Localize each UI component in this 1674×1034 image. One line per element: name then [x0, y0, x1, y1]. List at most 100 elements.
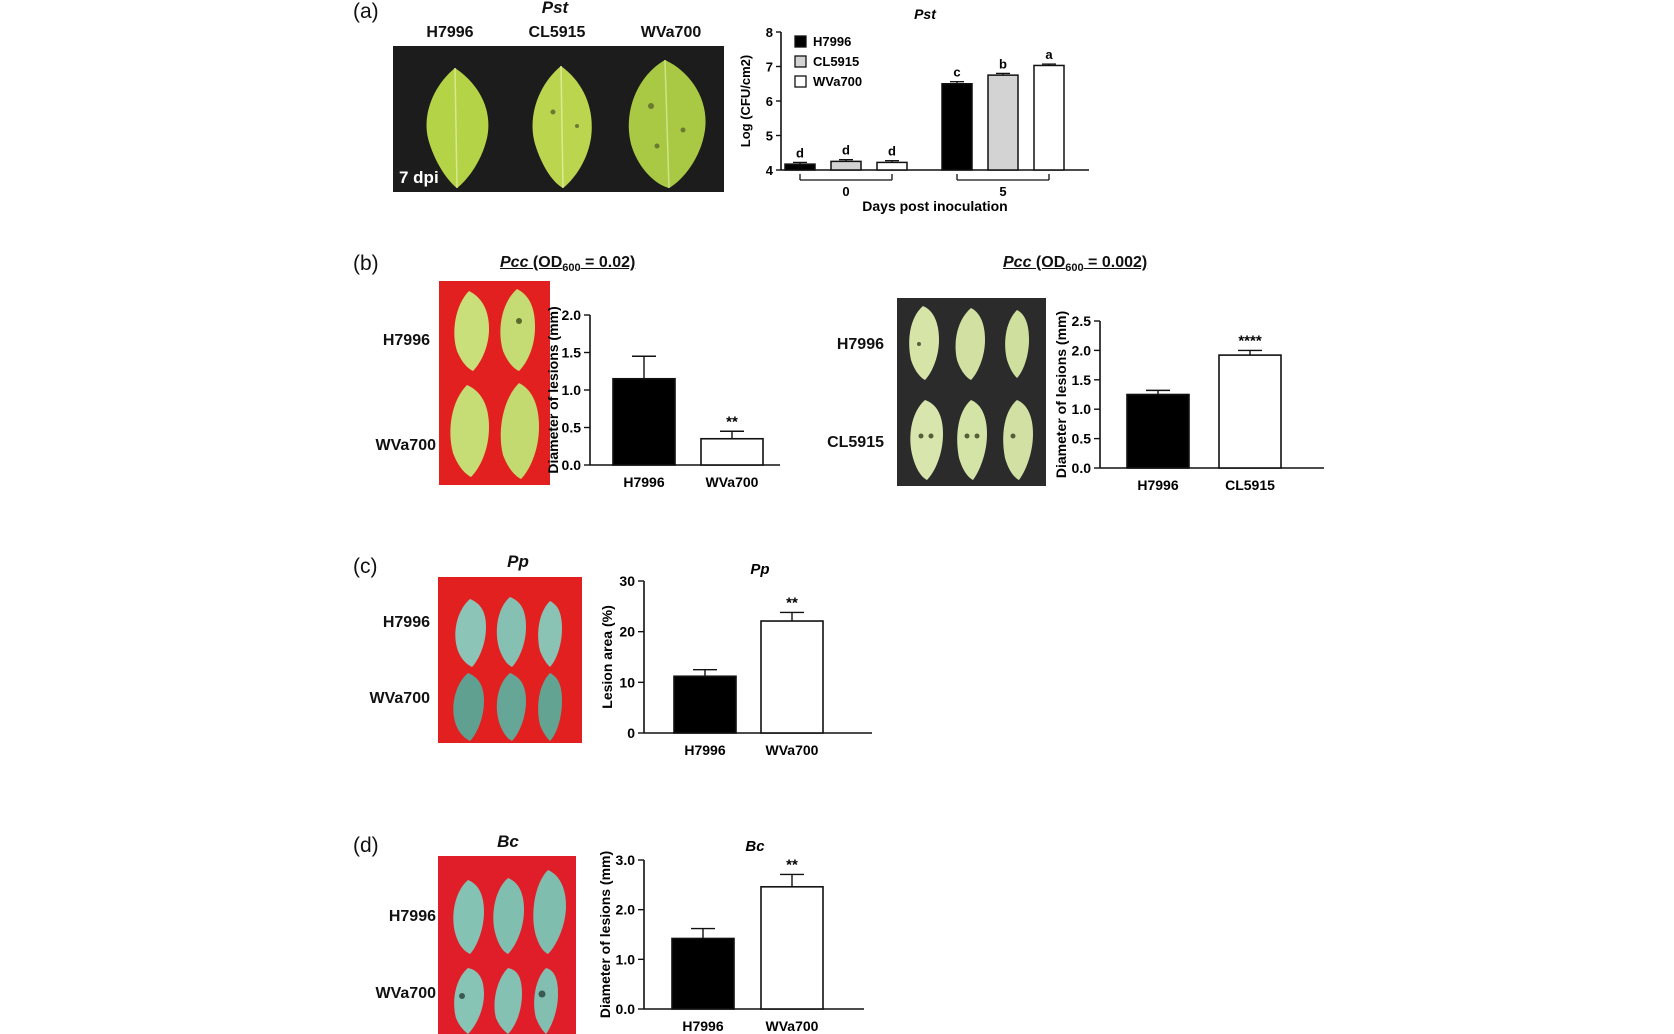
y-tick-label: 2.5: [1072, 313, 1092, 329]
bar-h7996: [1126, 393, 1190, 469]
y-axis-label: Diameter of lesions (mm): [548, 306, 561, 473]
x-tick-label: H7996: [623, 474, 664, 490]
significance-letter: c: [953, 65, 960, 80]
x-tick-label: CL5915: [1225, 477, 1275, 493]
significance-letter: a: [1045, 47, 1053, 62]
pathogen-name: Pcc: [500, 254, 529, 271]
leaf-photo-a-image: [393, 46, 724, 192]
photo-row-label-d-1: H7996: [388, 908, 436, 925]
bar-wva700-day5: [1033, 64, 1065, 171]
x-tick-label: WVa700: [766, 742, 819, 758]
x-axis-label: Days post inoculation: [862, 198, 1007, 214]
bar-wva700: [760, 620, 824, 734]
y-tick-label: 10: [619, 674, 635, 690]
bar-h7996: [671, 937, 735, 1010]
x-tick-label: H7996: [1137, 477, 1178, 493]
y-tick-label: 5: [766, 129, 773, 144]
x-tick-label: H7996: [682, 1018, 723, 1034]
od-subscript: 600: [562, 262, 581, 275]
legend-swatch: [794, 35, 807, 48]
y-axis-label: Lesion area (%): [599, 605, 615, 708]
bar-h7996-day5: [941, 83, 973, 171]
panel-label-d: (d): [353, 834, 379, 857]
significance-label: **: [726, 413, 738, 430]
leaf-photo-a: 7 dpi: [393, 46, 724, 192]
photo-row-label-b-left-1: H7996: [382, 332, 430, 349]
leaf-photo-b-right-image: [897, 298, 1046, 486]
y-tick-label: 0.5: [1072, 431, 1092, 447]
photo-row-label-b-right-2: CL5915: [827, 434, 884, 451]
leaf-photo-b-left: [439, 281, 550, 485]
y-tick-label: 8: [766, 25, 773, 40]
legend-swatch: [794, 75, 807, 88]
photo-column-label-3: WVa700: [640, 24, 702, 41]
significance-label: ****: [1238, 332, 1262, 349]
photo-title-d: Bc: [497, 832, 519, 851]
y-tick-label: 20: [619, 624, 635, 640]
photo-row-label-d-2: WVa700: [375, 985, 436, 1002]
x-tick-label: 0: [842, 184, 849, 199]
bar-h7996: [673, 675, 737, 734]
significance-label: **: [786, 594, 798, 611]
y-tick-label: 1.0: [562, 382, 582, 398]
photo-row-label-c-1: H7996: [382, 614, 430, 631]
significance-letter: d: [888, 144, 896, 159]
leaf-photo-c: [438, 577, 582, 743]
photo-row-label-c-2: WVa700: [369, 690, 430, 707]
y-axis-label: Diameter of lesions (mm): [597, 851, 613, 1018]
bar-h7996-day0: [784, 163, 816, 171]
od-prefix: (OD: [1031, 254, 1066, 271]
od-subscript: 600: [1065, 262, 1084, 275]
leaf-photo-d: [438, 856, 576, 1034]
significance-letter: d: [842, 143, 850, 158]
leaf-photo-b-right: [897, 298, 1046, 486]
photo-column-label-1: H7996: [426, 24, 474, 41]
y-tick-label: 0: [627, 725, 635, 741]
photo-row-label-b-left-2: WVa700: [375, 437, 436, 454]
photo-column-label-2: CL5915: [528, 24, 586, 41]
y-tick-label: 0.0: [1072, 460, 1092, 476]
significance-letter: d: [796, 145, 804, 160]
panel-label-b: (b): [353, 252, 379, 275]
bar-cl5915: [1218, 354, 1282, 469]
y-tick-label: 6: [766, 94, 773, 109]
x-tick-label: H7996: [684, 742, 725, 758]
bar-wva700-day0: [876, 161, 908, 171]
legend-swatch: [794, 55, 807, 68]
od-prefix: (OD: [528, 254, 563, 271]
y-tick-label: 0.5: [562, 420, 582, 436]
y-tick-label: 7: [766, 60, 773, 75]
chart-title: Bc: [745, 838, 765, 855]
x-tick-label: WVa700: [766, 1018, 819, 1034]
y-axis-label: Diameter of lesions (mm): [1053, 311, 1069, 478]
photo-title-b-right: Pcc (OD600 = 0.002): [1003, 254, 1147, 274]
photo-row-label-b-right-1: H7996: [836, 336, 884, 353]
leaf-photo-d-image: [438, 856, 576, 1034]
bar-wva700: [760, 886, 824, 1010]
photo-title-b-left: Pcc (OD600 = 0.02): [500, 254, 635, 274]
y-tick-label: 0.0: [616, 1001, 636, 1017]
pathogen-name: Pcc: [1003, 254, 1032, 271]
y-tick-label: 2.0: [562, 307, 582, 323]
od-suffix: = 0.002): [1083, 254, 1148, 271]
y-tick-label: 30: [619, 573, 635, 589]
legend-label: CL5915: [813, 54, 859, 69]
y-tick-label: 2.0: [1072, 342, 1092, 358]
panel-label-c: (c): [353, 555, 378, 578]
x-tick-label: WVa700: [706, 474, 759, 490]
legend-label: H7996: [813, 34, 851, 49]
bar-wva700: [700, 437, 764, 466]
x-tick-label: 5: [999, 184, 1006, 199]
y-tick-label: 1.5: [1072, 372, 1092, 388]
y-tick-label: 4: [766, 163, 774, 178]
bar-cl5915-day0: [830, 160, 862, 171]
y-tick-label: 1.0: [616, 951, 636, 967]
y-axis-label: Log (CFU/cm2): [738, 55, 753, 147]
photo-tag-7dpi: 7 dpi: [399, 168, 439, 187]
panel-label-a: (a): [353, 0, 379, 23]
y-tick-label: 1.5: [562, 345, 582, 361]
y-tick-label: 1.0: [1072, 401, 1092, 417]
